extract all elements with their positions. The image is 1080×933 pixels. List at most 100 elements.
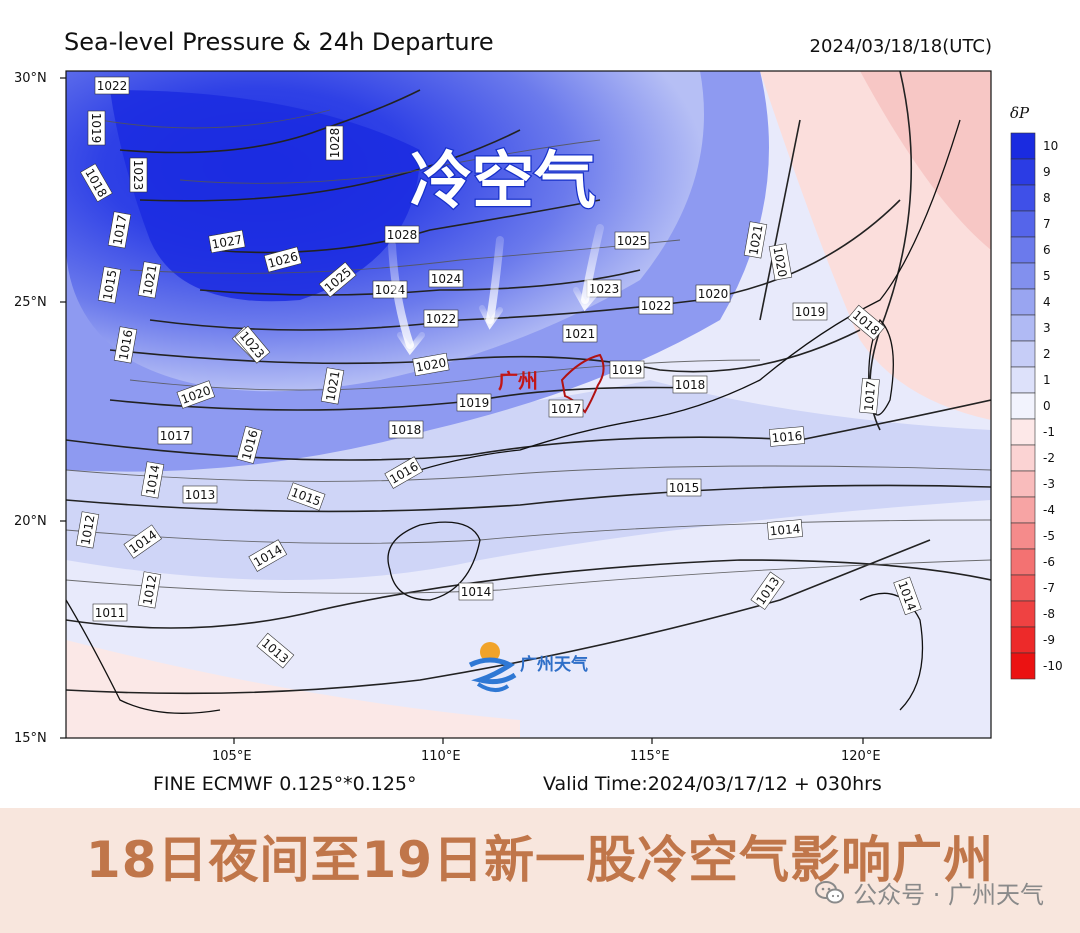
legend-tick: -6 [1043,555,1055,569]
legend-tick: -3 [1043,477,1055,491]
isobar-label: 1020 [412,352,450,377]
svg-text:1028: 1028 [387,228,418,242]
svg-text:1025: 1025 [617,234,648,248]
lat-label-15: 15°N [14,731,47,746]
svg-text:1017: 1017 [862,380,879,412]
isobar-label: 1025 [614,231,650,250]
legend-tick: -5 [1043,529,1055,543]
isobar-label: 1020 [695,284,731,303]
isobar-label: 1022 [638,296,674,315]
legend-tick: -4 [1043,503,1055,517]
cold-air-label: 冷空气 [410,144,596,217]
isobar-label: 1017 [157,426,193,445]
isobar-label: 1015 [666,478,702,497]
isobar-labels: 1022101910181023101710151021101610201023… [75,76,922,669]
legend-swatch [1010,574,1036,602]
isobar-label: 1026 [263,246,302,273]
svg-text:1020: 1020 [770,246,789,279]
svg-text:1012: 1012 [140,574,159,607]
isobar-label: 1016 [236,425,263,464]
lat-label-25: 25°N [14,295,47,310]
model-info: FINE ECMWF 0.125°*0.125° [153,773,417,795]
svg-text:1028: 1028 [328,128,342,159]
isobar-label: 1020 [768,243,793,281]
isobar-label: 1011 [92,603,128,622]
svg-text:1021: 1021 [140,264,159,297]
svg-text:1011: 1011 [95,606,126,620]
legend-swatch [1010,340,1036,368]
svg-text:1016: 1016 [771,429,803,446]
isobar-label: 1014 [140,461,165,499]
legend-swatch [1010,548,1036,576]
legend-swatch [1010,470,1036,498]
valid-time: Valid Time:2024/03/17/12 + 030hrs [543,773,882,795]
map-border [65,70,992,739]
wechat-icon [815,880,845,903]
svg-text:1027: 1027 [211,232,244,251]
lon-label-105: 105°E [212,749,252,764]
isobar-label: 1024 [428,269,464,288]
wechat-watermark: 公众号 · 广州天气 [815,875,1044,910]
isobar-label: 1019 [792,302,828,321]
legend-swatch [1010,262,1036,290]
pressure-map: 30°N 25°N 20°N 15°N 105°E 110°E 115°E 12… [14,70,1063,764]
svg-text:1019: 1019 [459,396,490,410]
isobar-label: 1014 [458,582,494,601]
legend-tick: 6 [1043,243,1051,257]
headline-text: 18日夜间至19日新一股冷空气影响广州 [85,831,995,889]
isobar-label: 1024 [372,280,408,299]
svg-text:1019: 1019 [795,305,826,319]
legend-swatch [1010,366,1036,394]
isobar-label: 1023 [129,157,148,193]
legend-swatch [1010,600,1036,628]
legend-swatch [1010,418,1036,446]
legend-tick: 10 [1043,139,1058,153]
isobar-label: 1021 [562,324,598,343]
sun-icon [480,642,500,662]
isobar-label: 1022 [94,76,130,95]
isobar-label: 1017 [548,399,584,418]
legend-tick: 5 [1043,269,1051,283]
svg-text:1022: 1022 [97,79,128,93]
isobar-label: 1017 [107,211,132,249]
legend-tick: 9 [1043,165,1051,179]
legend-tick: 4 [1043,295,1051,309]
legend-tick: -7 [1043,581,1055,595]
isobar-label: 1028 [325,125,344,161]
svg-text:1017: 1017 [160,429,191,443]
map-datetime: 2024/03/18/18(UTC) [809,36,992,57]
svg-text:1020: 1020 [415,355,448,374]
lon-label-110: 110°E [421,749,461,764]
isobar-label: 1022 [423,309,459,328]
isobar-label: 1016 [113,326,138,364]
svg-text:1014: 1014 [769,522,801,539]
legend-tick: 3 [1043,321,1051,335]
isobar-label: 1021 [137,261,162,299]
cold-air-arrows [388,224,604,356]
legend-tick: -1 [1043,425,1055,439]
isobar-label: 1012 [137,571,162,609]
svg-text:1014: 1014 [143,464,162,497]
headline-banner: 18日夜间至19日新一股冷空气影响广州 公众号 · 广州天气 [0,808,1080,933]
svg-text:1012: 1012 [78,514,97,547]
isobar-label: 1016 [768,426,805,447]
legend-tick: 2 [1043,347,1051,361]
svg-text:1018: 1018 [675,378,706,392]
svg-text:1017: 1017 [110,214,129,247]
svg-text:1023: 1023 [131,160,145,191]
guangzhou-weather-logo: 广州天气 [468,642,588,692]
isobar-label: 1017 [859,377,880,414]
legend-tick: 0 [1043,399,1051,413]
isobar-label: 1019 [609,360,645,379]
svg-text:1019: 1019 [89,113,103,144]
legend-tick: 1 [1043,373,1051,387]
legend-tick: -9 [1043,633,1055,647]
legend-swatch [1010,444,1036,472]
legend-swatch [1010,392,1036,420]
legend-title: δP [1010,104,1030,122]
svg-text:1015: 1015 [669,481,700,495]
logo-text: 广州天气 [520,654,588,675]
legend-swatch [1010,158,1036,186]
city-label-guangzhou: 广州 [498,369,538,393]
map-title: Sea-level Pressure & 24h Departure [64,28,494,56]
